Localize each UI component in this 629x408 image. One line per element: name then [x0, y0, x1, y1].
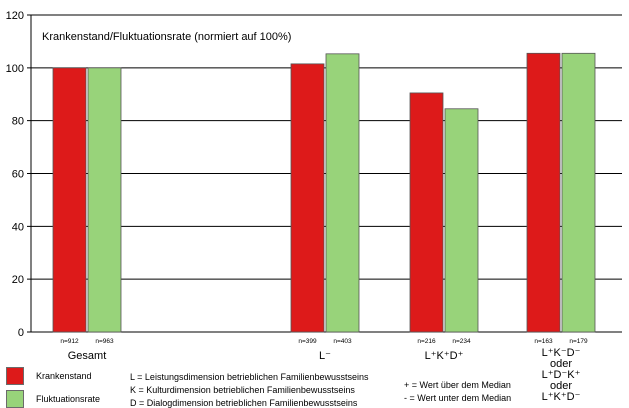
n-label-0-3: n=163 [534, 338, 553, 345]
bar-fluktuationsrate-0 [87, 67, 122, 333]
legend-item-krankenstand: Krankenstand [6, 367, 126, 385]
y-tick-label-80: 80 [12, 116, 24, 128]
legend-label-krankenstand: Krankenstand [36, 371, 92, 381]
y-tick-label-60: 60 [12, 169, 24, 181]
note-minus-definition: - = Wert unter dem Median [404, 393, 512, 403]
legend-swatch-fluktuationsrate [6, 390, 24, 408]
bar-fluktuationsrate-1 [325, 53, 360, 333]
note-l-definition: L = Leistungsdimension betrieblichen Fam… [130, 372, 369, 382]
y-tick-label-20: 20 [12, 274, 24, 286]
n-label-0-1: n=399 [298, 338, 317, 345]
category-label-0: Gesamt [68, 350, 107, 362]
gridlines [27, 14, 622, 333]
category-label-1: L⁻ [319, 350, 331, 362]
bar-krankenstand-1 [290, 63, 325, 333]
legend-item-fluktuationsrate: Fluktuationsrate [6, 390, 126, 408]
category-label-3-3: oder [550, 380, 572, 392]
bars [52, 52, 596, 333]
category-label-3-4: L⁺K⁺D⁻ [542, 391, 581, 400]
category-label-2: L⁺K⁺D⁺ [425, 350, 464, 362]
bar-krankenstand-3 [526, 52, 561, 333]
y-tick-label-120: 120 [6, 10, 24, 22]
n-label-0-2: n=216 [417, 338, 436, 345]
legend-label-fluktuationsrate: Fluktuationsrate [36, 394, 101, 404]
n-label-1-3: n=179 [569, 338, 588, 345]
n-labels: n=912 n=399 n=216 n=163 n=963 n=403 n=234 n=179 [60, 338, 588, 345]
bar-fluktuationsrate-2 [444, 108, 479, 333]
note-plus-definition: + = Wert über dem Median [404, 380, 511, 390]
n-label-1-1: n=403 [333, 338, 352, 345]
bar-krankenstand-2 [409, 92, 444, 333]
n-label-0-0: n=912 [60, 338, 79, 345]
bar-fluktuationsrate-3 [561, 52, 596, 333]
category-label-3-2: L⁺D⁻K⁺ [542, 369, 581, 381]
y-tick-label-0: 0 [18, 327, 24, 339]
legend-swatch-krankenstand [6, 367, 24, 385]
bar-krankenstand-0 [52, 67, 87, 333]
y-tick-label-100: 100 [6, 63, 24, 75]
y-tick-label-40: 40 [12, 221, 24, 233]
n-label-1-2: n=234 [452, 338, 471, 345]
note-k-definition: K = Kulturdimension betrieblichen Famili… [130, 385, 355, 395]
category-label-3-1: oder [550, 358, 572, 370]
n-label-1-0: n=963 [95, 338, 114, 345]
chart-title: Krankenstand/Fluktuationsrate (normiert … [42, 31, 291, 43]
y-axis-tick-labels: 0 20 40 60 80 100 120 [6, 10, 24, 339]
category-label-3-0: L⁺K⁻D⁻ [542, 347, 581, 359]
